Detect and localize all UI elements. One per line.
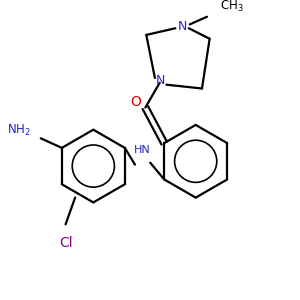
Text: Cl: Cl (59, 236, 72, 250)
Text: O: O (130, 95, 141, 109)
Text: N: N (177, 20, 187, 33)
Text: HN: HN (134, 145, 151, 155)
Text: NH$_2$: NH$_2$ (8, 123, 31, 138)
Text: CH$_3$: CH$_3$ (220, 0, 244, 14)
Text: N: N (156, 74, 165, 87)
